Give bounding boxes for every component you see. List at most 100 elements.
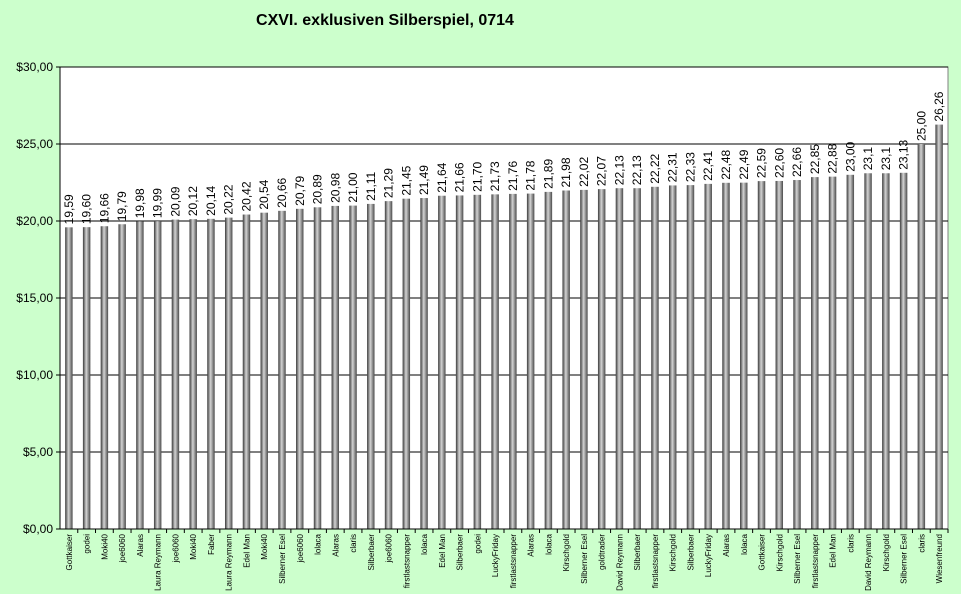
data-label: 20,42 xyxy=(239,181,253,211)
bar xyxy=(562,190,570,529)
x-tick-label: Silberbaer xyxy=(367,534,376,571)
data-label: 19,98 xyxy=(133,188,147,218)
bar xyxy=(882,173,890,529)
x-tick-label: Edel Man xyxy=(829,534,838,568)
data-label: 22,13 xyxy=(630,155,644,185)
data-label: 22,13 xyxy=(612,155,626,185)
bar xyxy=(349,205,357,529)
bar xyxy=(704,183,712,530)
bar xyxy=(100,226,109,529)
x-tick-label: lolaca xyxy=(544,533,553,554)
x-tick-label: Silberner Esel xyxy=(278,534,287,584)
x-axis-ticks: Gottkaiser godei Moki40 joe6060 Alaras Laura … xyxy=(65,529,949,591)
x-tick-label: Alaras xyxy=(527,534,536,557)
y-tick-label: $0,00 xyxy=(23,522,53,536)
x-tick-label: claris xyxy=(846,534,855,553)
data-label: 22,59 xyxy=(755,148,769,178)
x-tick-label: joe6060 xyxy=(385,533,394,563)
data-label: 21,76 xyxy=(506,161,520,191)
x-tick-label: claris xyxy=(917,534,926,553)
x-tick-label: LuckyFriday xyxy=(491,534,500,577)
data-label: 22,02 xyxy=(577,157,591,187)
x-tick-label: Alaras xyxy=(722,534,731,557)
bar xyxy=(384,201,393,529)
bar xyxy=(793,180,801,529)
x-tick-label: Wiesenfreund xyxy=(935,534,944,583)
x-tick-label: claris xyxy=(349,534,358,553)
bar xyxy=(82,227,91,529)
bar xyxy=(296,208,304,530)
y-tick-label: $15,00 xyxy=(16,291,53,305)
x-tick-label: firstlastsnapper xyxy=(509,534,518,589)
data-label: 20,22 xyxy=(222,184,236,214)
bar xyxy=(722,182,730,530)
bar xyxy=(118,224,126,529)
x-tick-label: Moki40 xyxy=(100,533,109,559)
x-tick-label: lolaca xyxy=(740,533,749,554)
data-label: 22,31 xyxy=(666,152,680,182)
data-label: 23,13 xyxy=(897,139,911,169)
data-label: 22,33 xyxy=(683,152,697,182)
data-label: 22,85 xyxy=(808,144,822,174)
bar xyxy=(189,219,197,530)
data-label: 21,49 xyxy=(417,165,431,195)
data-label: 22,60 xyxy=(772,148,786,178)
x-tick-label: godei xyxy=(83,534,92,554)
bar xyxy=(491,194,499,529)
x-tick-label: Gottkaiser xyxy=(65,534,74,571)
bar xyxy=(846,174,855,530)
x-tick-label: joe6060 xyxy=(171,533,180,563)
bar xyxy=(136,221,144,530)
data-labels: 19,59 19,60 19,66 19,79 19,98 19,99 20,09 20,12… xyxy=(62,91,946,224)
x-tick-label: Alaras xyxy=(136,534,145,557)
x-tick-label: Gottkaiser xyxy=(758,534,767,571)
bar xyxy=(899,172,908,529)
data-label: 19,79 xyxy=(115,191,129,221)
bar xyxy=(509,193,517,529)
bar xyxy=(775,180,784,529)
data-label: 20,12 xyxy=(186,186,200,216)
x-tick-label: Alaras xyxy=(331,534,340,557)
bar xyxy=(260,212,268,529)
bar xyxy=(740,182,748,530)
x-tick-label: Edel Man xyxy=(438,534,447,568)
x-tick-label: Kirschgold xyxy=(669,534,678,571)
x-tick-label: Kirschgold xyxy=(882,534,891,571)
data-label: 19,59 xyxy=(62,194,76,224)
bar xyxy=(580,189,588,529)
data-label: 21,66 xyxy=(453,162,467,192)
data-label: 20,79 xyxy=(293,175,307,205)
x-tick-label: firstlastsnapper xyxy=(402,534,411,589)
data-label: 21,11 xyxy=(364,171,378,200)
data-label: 22,88 xyxy=(826,143,840,173)
x-tick-label: David Reymann xyxy=(615,534,624,591)
data-label: 21,00 xyxy=(346,172,360,202)
data-label: 21,89 xyxy=(541,159,555,189)
data-label: 22,22 xyxy=(648,153,662,183)
bar xyxy=(668,185,677,529)
x-tick-label: firstlastsnapper xyxy=(651,534,660,589)
data-label: 20,66 xyxy=(275,177,289,207)
data-label: 20,98 xyxy=(328,173,342,203)
bar xyxy=(935,124,943,529)
x-tick-label: Silberner Esel xyxy=(580,534,589,584)
x-tick-label: David Reymann xyxy=(864,534,873,591)
bars xyxy=(65,124,943,530)
bar xyxy=(757,181,766,529)
data-label: 21,78 xyxy=(524,160,538,190)
bar xyxy=(367,203,375,529)
data-label: 23,1 xyxy=(879,147,893,171)
bar xyxy=(455,195,464,529)
data-label: 21,64 xyxy=(435,162,449,192)
x-tick-label: Laura Reymann xyxy=(225,534,234,591)
x-tick-label: Silberbaer xyxy=(686,534,695,571)
bar xyxy=(597,189,606,529)
bar xyxy=(811,177,819,530)
x-tick-label: Silberner Esel xyxy=(900,534,909,584)
data-label: 21,98 xyxy=(559,157,573,187)
data-label: 22,66 xyxy=(790,147,804,177)
data-label: 20,09 xyxy=(168,186,182,216)
bar xyxy=(207,218,215,529)
data-label: 19,99 xyxy=(151,188,165,218)
